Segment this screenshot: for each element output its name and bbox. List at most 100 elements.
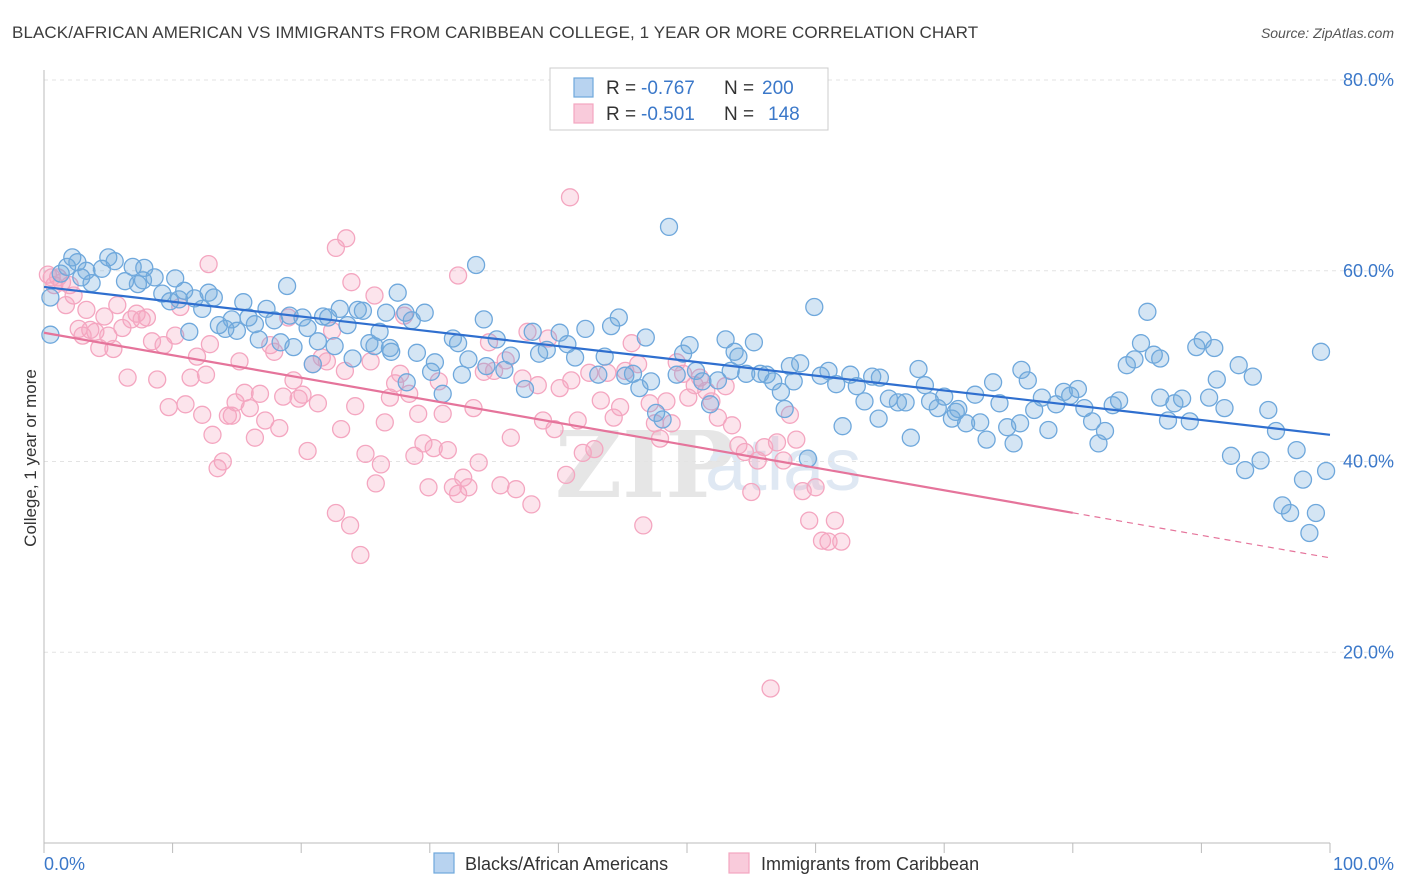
point-caribbean xyxy=(722,416,742,435)
point-caribbean xyxy=(56,295,76,315)
point-caribbean xyxy=(767,433,787,452)
point-caribbean xyxy=(501,428,520,447)
point-blacks xyxy=(204,288,223,307)
point-blacks xyxy=(1221,446,1241,465)
point-blacks xyxy=(928,398,947,418)
point-blacks xyxy=(380,338,400,358)
legend-n-label-1: N = xyxy=(724,104,754,125)
point-blacks xyxy=(1138,302,1157,321)
point-caribbean xyxy=(240,398,259,418)
point-blacks xyxy=(990,394,1009,413)
point-caribbean xyxy=(438,440,457,460)
point-caribbean xyxy=(742,482,761,502)
point-caribbean xyxy=(604,408,623,427)
point-caribbean xyxy=(95,307,114,326)
point-blacks xyxy=(1266,421,1286,441)
bottom-legend-label-blacks: Blacks/African Americans xyxy=(465,854,668,874)
point-caribbean xyxy=(448,484,468,504)
point-blacks xyxy=(827,375,846,394)
point-caribbean xyxy=(424,438,443,458)
point-blacks xyxy=(1259,400,1278,420)
point-blacks xyxy=(303,355,322,374)
point-caribbean xyxy=(657,392,676,411)
point-caribbean xyxy=(213,452,232,471)
point-blacks xyxy=(82,273,101,293)
point-blacks xyxy=(415,303,434,322)
point-caribbean xyxy=(265,342,284,361)
point-caribbean xyxy=(326,503,346,523)
y-tick-label: 40.0% xyxy=(1343,452,1394,472)
point-blacks xyxy=(421,362,441,381)
y-tick-label: 80.0% xyxy=(1343,70,1394,90)
point-caribbean xyxy=(351,545,370,565)
point-blacks xyxy=(653,410,672,429)
point-caribbean xyxy=(250,384,270,403)
point-blacks xyxy=(855,392,874,411)
point-blacks xyxy=(153,284,172,303)
y-tick-label: 20.0% xyxy=(1343,642,1394,662)
point-blacks xyxy=(1004,434,1023,453)
point-blacks xyxy=(693,372,712,391)
point-blacks xyxy=(956,414,976,433)
point-blacks xyxy=(1306,503,1326,523)
point-blacks xyxy=(565,348,585,367)
point-blacks xyxy=(576,319,595,339)
point-caribbean xyxy=(293,385,312,404)
point-blacks xyxy=(716,330,735,349)
point-blacks xyxy=(744,333,764,352)
legend-swatch-caribbean xyxy=(573,103,594,124)
point-caribbean xyxy=(448,266,468,285)
point-blacks xyxy=(1251,451,1270,470)
y-axis-label: College, 1 year or more xyxy=(21,369,40,547)
point-blacks xyxy=(41,288,60,307)
point-caribbean xyxy=(697,381,716,401)
point-blacks xyxy=(1280,503,1300,523)
point-blacks xyxy=(949,399,968,419)
point-blacks xyxy=(680,335,699,355)
point-caribbean xyxy=(308,394,328,413)
trend-lines xyxy=(43,285,1331,559)
point-caribbean xyxy=(433,404,452,423)
point-caribbean xyxy=(375,413,394,432)
point-caribbean xyxy=(585,439,604,459)
point-blacks xyxy=(1151,388,1170,407)
point-blacks xyxy=(325,336,344,356)
point-caribbean xyxy=(77,300,96,320)
point-blacks xyxy=(474,310,493,329)
point-caribbean xyxy=(356,444,375,464)
bottom-legend: Blacks/African Americans Immigrants from… xyxy=(433,852,979,874)
point-caribbean xyxy=(819,532,838,551)
bottom-legend-swatch-blacks xyxy=(433,852,455,874)
point-caribbean xyxy=(118,368,137,387)
point-blacks xyxy=(477,356,496,376)
point-blacks xyxy=(1229,356,1248,375)
legend-r-label-1: R = xyxy=(606,104,636,125)
top-legend: R = -0.767 N = 200 R = -0.501 N = 148 xyxy=(549,67,829,131)
point-caribbean xyxy=(573,443,592,463)
point-blacks xyxy=(1125,350,1144,369)
point-blacks xyxy=(284,337,303,357)
point-blacks xyxy=(896,393,915,412)
point-caribbean xyxy=(122,310,141,329)
point-caribbean xyxy=(166,326,185,345)
point-blacks xyxy=(51,264,70,283)
point-blacks xyxy=(180,322,199,341)
point-blacks xyxy=(784,372,803,391)
point-blacks xyxy=(1187,337,1206,357)
point-caribbean xyxy=(469,453,488,472)
axes xyxy=(43,70,1331,853)
bottom-legend-swatch-caribbean xyxy=(728,852,750,874)
point-blacks xyxy=(227,321,247,340)
point-blacks xyxy=(501,346,520,365)
legend-n-label-0: N = xyxy=(724,78,754,99)
bottom-legend-label-caribbean: Immigrants from Caribbean xyxy=(761,854,979,874)
point-blacks xyxy=(983,373,1003,392)
point-blacks xyxy=(1311,342,1331,361)
y-tick-labels: 20.0% 40.0% 60.0% 80.0% xyxy=(1343,70,1394,662)
point-blacks xyxy=(641,372,661,391)
legend-r-label-0: R = xyxy=(606,78,636,99)
point-blacks xyxy=(775,399,794,419)
point-caribbean xyxy=(825,511,845,530)
point-blacks xyxy=(1205,338,1224,358)
